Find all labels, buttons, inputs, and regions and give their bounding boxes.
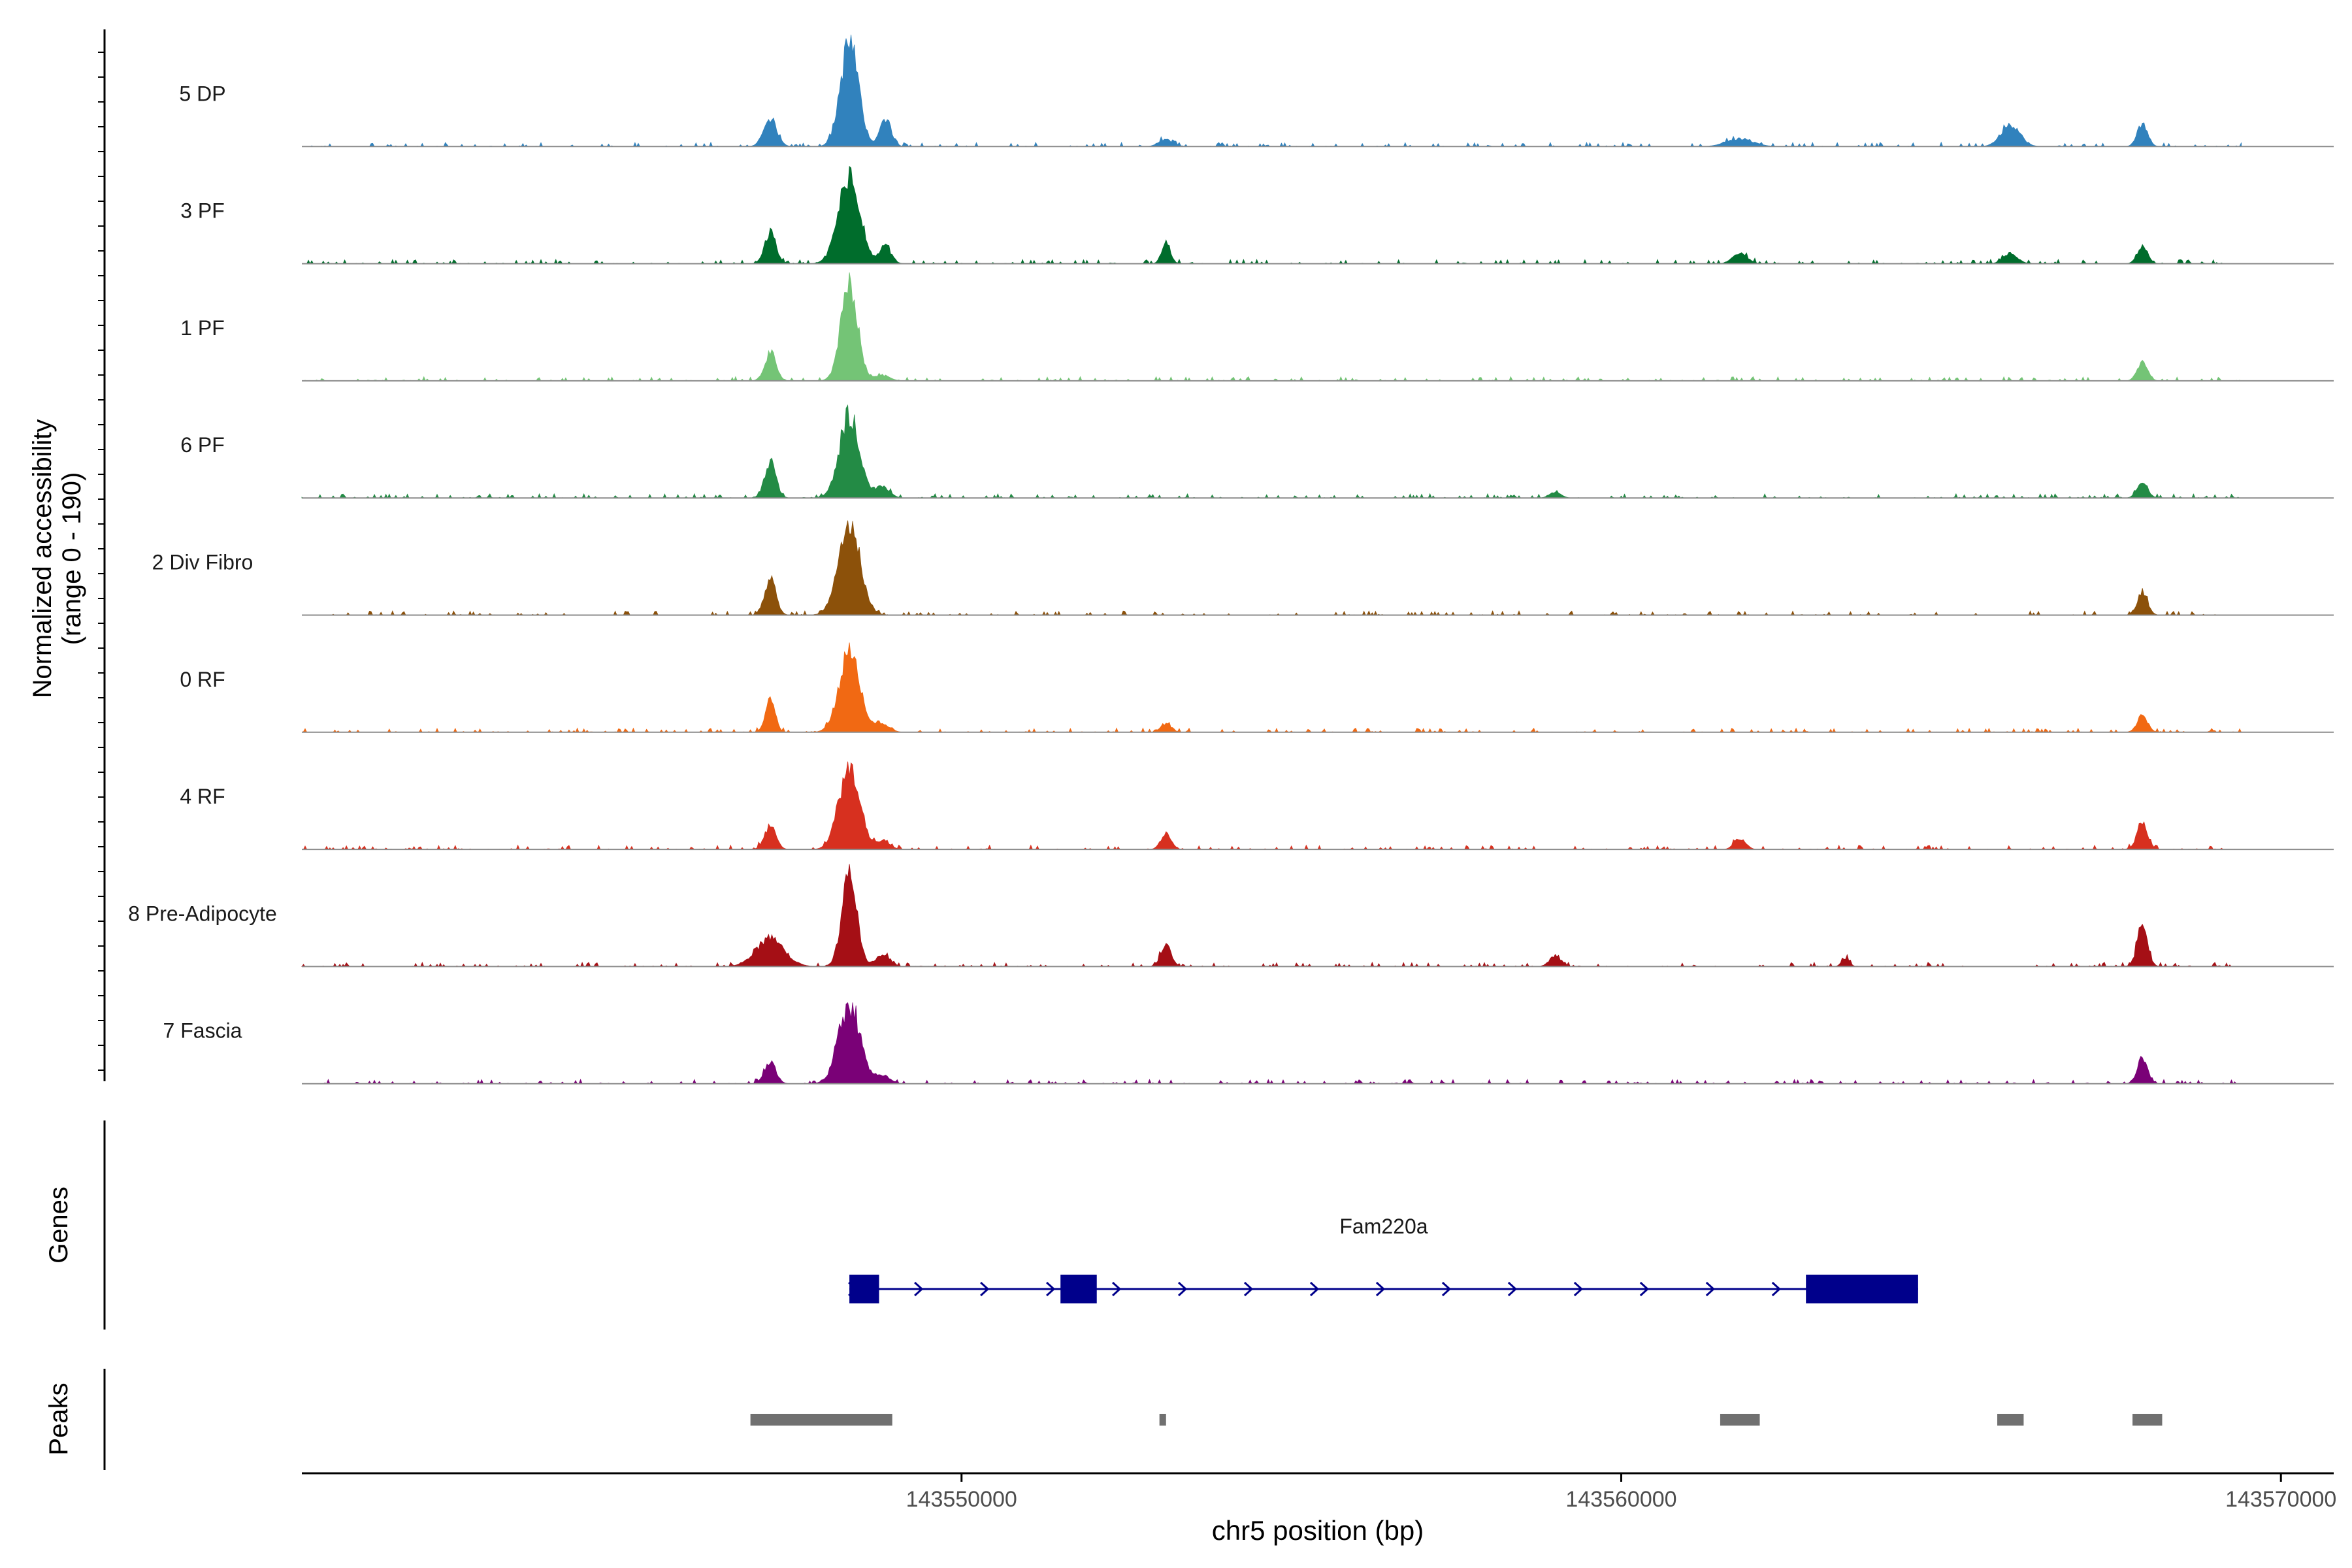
gene-strand-arrow bbox=[1573, 1281, 1584, 1297]
gene-strand-arrow bbox=[914, 1281, 924, 1297]
gene-strand-arrow bbox=[1639, 1281, 1650, 1297]
gene-exon bbox=[849, 1275, 879, 1303]
x-tick-label: 143560000 bbox=[1565, 1487, 1676, 1512]
gene-strand-arrow bbox=[1046, 1281, 1056, 1297]
peaks-track-title: Peaks bbox=[44, 1382, 73, 1455]
track-4-rf: 4 RF bbox=[180, 761, 2334, 851]
gene-strand-arrow bbox=[1243, 1281, 1254, 1297]
track-label-8-pre-adipocyte: 8 Pre-Adipocyte bbox=[128, 902, 277, 925]
peak-region bbox=[1720, 1414, 1760, 1426]
track-label-1-pf: 1 PF bbox=[180, 316, 225, 340]
gene-label: Fam220a bbox=[1339, 1215, 1428, 1238]
track-2-div-fibro: 2 Div Fibro bbox=[152, 520, 2334, 616]
y-axis-title-line-1: Normalized accessibility bbox=[28, 419, 57, 698]
track-7-fascia: 7 Fascia bbox=[163, 1002, 2334, 1085]
x-tick-label: 143550000 bbox=[906, 1487, 1017, 1512]
track-label-3-pf: 3 PF bbox=[180, 199, 225, 223]
track-5-dp: 5 DP bbox=[179, 35, 2334, 148]
x-axis-ticks: 143550000 143560000 143570000 bbox=[906, 1473, 2336, 1512]
genes-track-title: Genes bbox=[44, 1186, 73, 1264]
track-6-pf: 6 PF bbox=[180, 404, 2334, 499]
peaks-track bbox=[750, 1414, 2163, 1426]
track-label-6-pf: 6 PF bbox=[180, 433, 225, 457]
track-0-rf: 0 RF bbox=[180, 642, 2334, 733]
track-label-2-div-fibro: 2 Div Fibro bbox=[152, 551, 253, 574]
track-label-4-rf: 4 RF bbox=[180, 785, 225, 808]
track-1-pf: 1 PF bbox=[180, 272, 2334, 382]
gene-strand-arrow bbox=[1771, 1281, 1781, 1297]
peak-region bbox=[750, 1414, 892, 1426]
gene-strand-arrow bbox=[1705, 1281, 1716, 1297]
gene-strand-arrow bbox=[1112, 1281, 1122, 1297]
gene-exon bbox=[1060, 1275, 1097, 1303]
genes-track: Fam220a bbox=[848, 1215, 1918, 1303]
x-tick-label: 143570000 bbox=[2225, 1487, 2336, 1512]
gene-strand-arrow bbox=[1375, 1281, 1386, 1297]
track-label-7-fascia: 7 Fascia bbox=[163, 1019, 242, 1043]
gene-strand-arrow bbox=[1507, 1281, 1518, 1297]
track-label-5-dp: 5 DP bbox=[179, 82, 225, 105]
gene-strand-arrow bbox=[1177, 1281, 1188, 1297]
gene-exon bbox=[1806, 1275, 1918, 1303]
peak-region bbox=[2132, 1414, 2163, 1426]
coverage-y-axis-ticks bbox=[98, 52, 105, 1071]
gene-strand-arrow bbox=[1309, 1281, 1320, 1297]
coverage-tracks: 5 DP 3 PF 1 PF 6 PF 2 Div Fibro 0 RF 4 RF 8 Pre… bbox=[128, 35, 2334, 1085]
track-8-pre-adipocyte: 8 Pre-Adipocyte bbox=[128, 864, 2334, 968]
peak-region bbox=[1997, 1414, 2024, 1426]
gene-strand-arrow bbox=[980, 1281, 990, 1297]
x-axis-title: chr5 position (bp) bbox=[1212, 1515, 1424, 1546]
gene-strand-arrow bbox=[1441, 1281, 1452, 1297]
track-3-pf: 3 PF bbox=[180, 165, 2334, 265]
track-label-0-rf: 0 RF bbox=[180, 668, 225, 691]
peak-region bbox=[1159, 1414, 1166, 1426]
y-axis-title-line-2: (range 0 - 190) bbox=[57, 472, 86, 645]
